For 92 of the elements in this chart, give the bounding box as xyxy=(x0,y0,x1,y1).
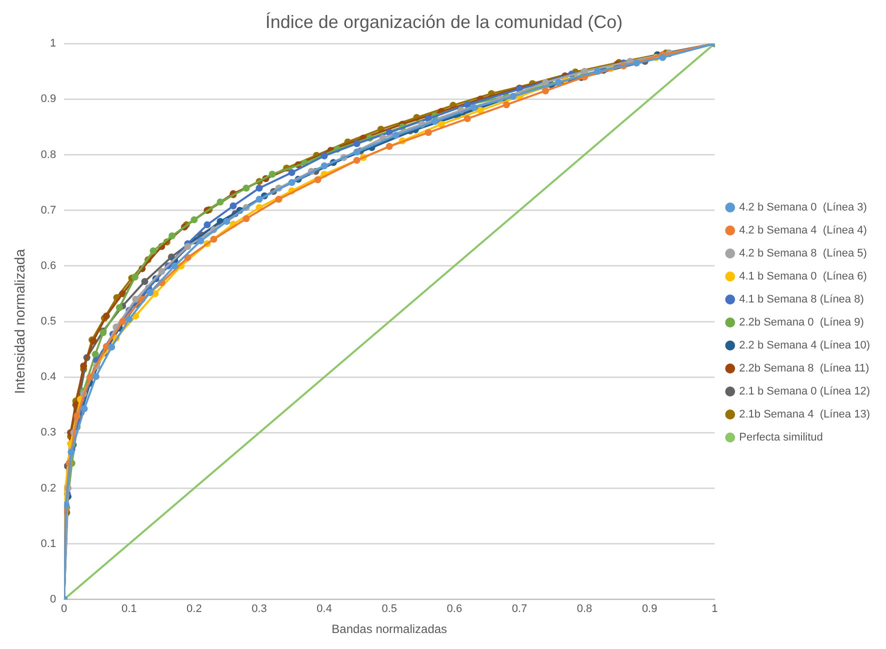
point xyxy=(216,198,224,206)
point xyxy=(502,101,510,108)
point xyxy=(386,142,393,150)
point xyxy=(116,304,123,312)
y-tick-label: 0.8 xyxy=(40,148,56,161)
y-tick-label: 0.6 xyxy=(40,260,56,272)
y-tick-label: 0.2 xyxy=(40,482,56,494)
y-axis-title: Intensidad normalizada xyxy=(11,248,28,394)
x-tick-label: 0.7 xyxy=(512,603,528,616)
y-tick-label: 0.9 xyxy=(40,93,56,106)
point xyxy=(80,405,88,412)
point xyxy=(184,242,192,250)
x-tick-label: 0 xyxy=(61,603,68,616)
point xyxy=(197,237,204,244)
point xyxy=(256,184,263,192)
point xyxy=(141,278,148,285)
point xyxy=(464,115,471,122)
point xyxy=(242,184,250,192)
point xyxy=(242,215,250,222)
point xyxy=(542,87,549,94)
point xyxy=(92,350,99,358)
point xyxy=(80,362,88,370)
y-tick-label: 0 xyxy=(50,593,56,606)
point xyxy=(132,296,140,303)
point xyxy=(190,216,198,224)
point xyxy=(74,412,81,420)
y-tick-label: 0.3 xyxy=(40,426,56,439)
point xyxy=(86,374,94,381)
point xyxy=(659,54,666,61)
point xyxy=(424,129,432,136)
x-tick-label: 0.2 xyxy=(186,603,202,616)
x-tick-label: 0.5 xyxy=(382,603,398,616)
point xyxy=(268,170,276,178)
point xyxy=(92,373,100,380)
x-tick-label: 1 xyxy=(712,603,718,616)
legend-label: 2.1b Semana 4 (Línea 13) xyxy=(739,408,870,421)
point xyxy=(223,218,230,225)
y-tick-label: 0.4 xyxy=(40,371,56,384)
x-axis-title: Bandas normalizadas xyxy=(332,622,448,636)
point xyxy=(320,152,328,160)
point xyxy=(168,232,176,240)
legend-label: 4.2 b Semana 4 (Línea 4) xyxy=(739,224,867,237)
point xyxy=(108,344,116,351)
legend-label: 2.2b Semana 8 (Línea 11) xyxy=(739,362,870,375)
x-tick-label: 0.9 xyxy=(642,603,658,616)
point xyxy=(288,169,296,176)
point xyxy=(171,262,178,270)
point xyxy=(132,274,138,281)
legend-label: 2.2b Semana 0 (Línea 9) xyxy=(739,316,864,329)
point xyxy=(431,118,438,125)
legend-label: 4.1 b Semana 0 (Línea 6) xyxy=(739,270,867,283)
x-tick-label: 0.1 xyxy=(121,603,137,616)
point xyxy=(146,289,154,296)
y-tick-label: 1 xyxy=(50,38,56,50)
y-tick-label: 0.5 xyxy=(40,316,56,328)
legend-label: Perfecta similitud xyxy=(739,432,823,444)
point xyxy=(126,316,133,323)
point xyxy=(288,179,296,186)
y-tick-label: 0.1 xyxy=(40,538,56,550)
legend-label: 2.2 b Semana 4 (Línea 10) xyxy=(739,340,870,352)
point xyxy=(119,318,126,325)
point xyxy=(68,448,75,456)
point xyxy=(555,79,562,86)
point xyxy=(158,268,166,275)
point xyxy=(353,156,360,164)
legend-label: 2.1 b Semana 0 (Línea 12) xyxy=(739,386,870,398)
legend-label: 4.2 b Semana 8 (Línea 5) xyxy=(739,248,867,260)
point xyxy=(320,162,328,170)
point xyxy=(102,312,110,320)
point xyxy=(204,221,211,228)
chart-title: Índice de organización de la comunidad (Co) xyxy=(265,12,623,32)
point xyxy=(509,92,516,100)
point xyxy=(275,196,282,203)
point xyxy=(150,247,157,254)
point xyxy=(470,104,478,112)
point xyxy=(633,60,640,67)
point xyxy=(230,202,237,210)
point xyxy=(210,236,218,243)
point xyxy=(353,140,360,148)
x-tick-label: 0.8 xyxy=(576,603,592,616)
x-tick-label: 0.6 xyxy=(446,603,462,616)
legend-label: 4.1 b Semana 8 (Línea 8) xyxy=(739,294,864,306)
legend-label: 4.2 b Semana 0 (Línea 3) xyxy=(739,202,867,214)
point xyxy=(314,176,322,184)
point xyxy=(594,68,602,75)
point xyxy=(392,132,400,139)
point xyxy=(353,148,360,156)
x-tick-label: 0.3 xyxy=(252,603,267,616)
x-tick-label: 0.4 xyxy=(316,603,332,616)
y-tick-label: 0.7 xyxy=(40,204,56,216)
point xyxy=(256,196,263,203)
point xyxy=(64,501,70,508)
